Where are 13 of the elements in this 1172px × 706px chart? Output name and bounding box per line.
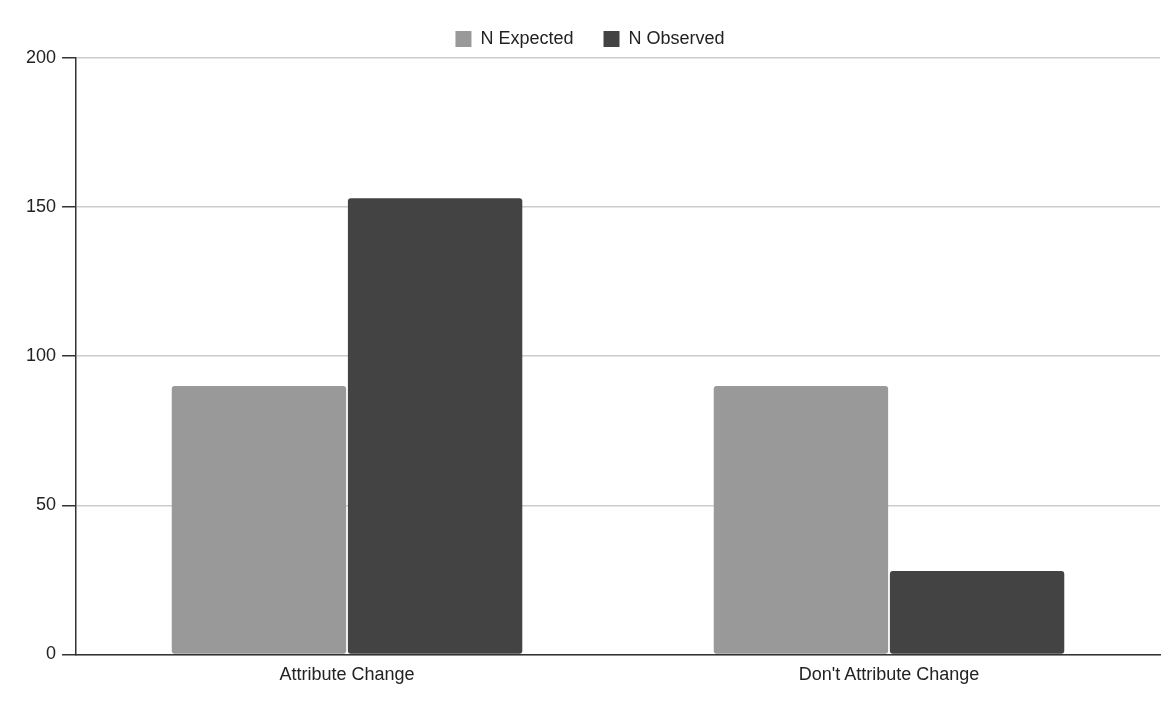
bar — [889, 570, 1065, 654]
y-tick-label: 0 — [46, 643, 57, 664]
x-tick-label: Don't Attribute Change — [798, 664, 980, 685]
y-tick-label: 100 — [25, 345, 57, 366]
bar — [171, 386, 347, 654]
bar — [347, 198, 523, 654]
x-tick-label: Attribute Change — [279, 664, 415, 685]
legend-label: N Expected — [480, 27, 574, 48]
legend-label: N Observed — [628, 27, 725, 48]
y-tick-label: 150 — [25, 196, 57, 217]
y-tick-label: 200 — [25, 46, 57, 67]
bar — [713, 386, 889, 654]
y-tick-label: 50 — [36, 494, 57, 515]
